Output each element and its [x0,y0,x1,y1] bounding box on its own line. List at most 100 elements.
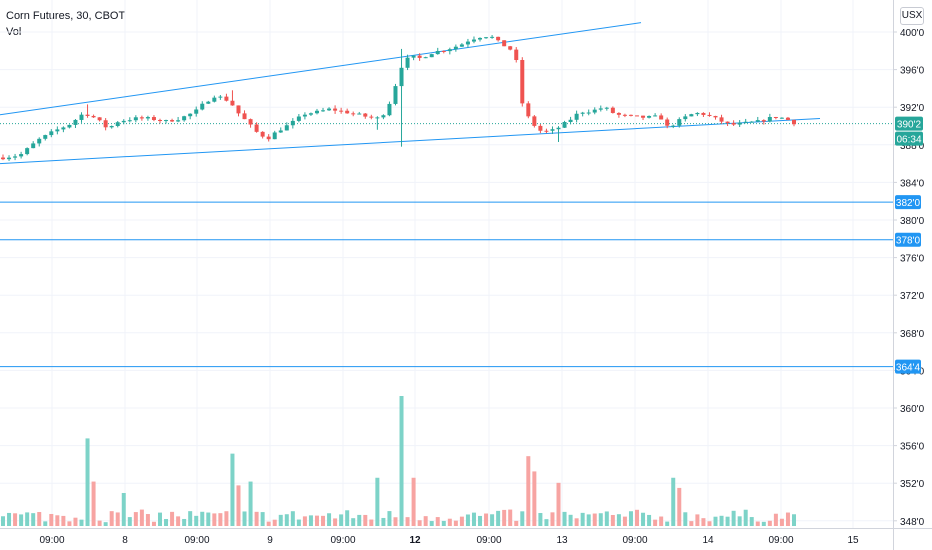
candle [121,119,126,125]
y-tick-label: 376'0 [900,254,925,265]
horizontal-level-tag: 382'0 [895,195,921,210]
candle [242,110,247,120]
candle [296,113,301,123]
volume-bar [278,514,283,526]
time-axis[interactable]: 09:00 8 09:00 9 09:00 12 09:00 13 09:00 14 09:00 15 [39,535,859,546]
volume-bar [345,510,350,526]
volume-bar [635,509,640,526]
horizontal-level-tag: 364'4 [895,359,921,374]
candle [526,101,531,119]
candle [375,116,380,130]
volume-bar [121,492,126,526]
volume-bar [641,512,646,526]
horizontal-level-tag: 378'0 [895,232,921,247]
volume-bar [115,512,120,526]
candle [248,118,253,128]
volume-bar [321,515,326,526]
x-tick-label: 09:00 [768,535,793,546]
y-tick-label: 352'0 [900,479,925,490]
volume-bar [520,511,525,526]
candle [308,112,313,117]
volume-bar [538,513,543,526]
volume-bar [749,517,754,526]
candle [429,53,434,58]
candle [67,124,72,129]
volume-bar [79,519,84,526]
candle [164,119,169,124]
volume-bar [423,516,428,526]
volume-bar [103,522,108,526]
candle [103,118,108,131]
volume-bar [327,513,332,526]
candle [502,40,507,47]
volume-bar [260,512,265,526]
candle [85,104,90,118]
candle [230,90,235,106]
candle [417,53,422,61]
candle [683,114,688,122]
volume-bar [405,517,410,526]
volume-bar [272,519,277,526]
volume-bar [55,515,60,526]
candle [314,108,319,115]
candle [478,37,483,42]
volume-bar [653,519,658,526]
volume-bar [755,521,760,526]
candle [701,112,706,117]
volume-bar [484,513,489,526]
candle [369,114,374,120]
currency-button[interactable]: USX [900,7,924,25]
volume-bar [683,512,688,526]
candle [659,113,664,120]
volume-bar [502,509,507,526]
volume-bar [779,518,784,526]
volume-bar [387,511,392,526]
y-tick-label: 384'0 [900,178,925,189]
volume-bar [574,518,579,526]
candle [139,115,144,121]
candle [151,115,156,122]
volume-bar [369,519,374,526]
volume-bar [622,516,627,526]
volume-bar [73,517,78,526]
candle [471,36,476,44]
candle [532,115,537,128]
volume-bar [164,519,169,526]
svg-text:364'4: 364'4 [896,363,921,374]
x-tick-label: 09:00 [476,535,501,546]
candle [544,128,549,134]
candle [707,112,712,117]
volume-bar [659,516,664,526]
candle [170,118,175,122]
volume-bar [43,521,48,526]
volume-bar [230,453,235,526]
channel-upper-trendline[interactable] [0,22,642,116]
candle [97,117,102,122]
candle [109,125,114,129]
candle [737,120,742,127]
candle [357,111,362,115]
candle [49,129,54,138]
candle [254,122,259,133]
volume-bar [85,438,90,526]
volume-bar [743,509,748,526]
candle [278,127,283,133]
price-axis[interactable]: 400'0 396'0 392'0 388'0 384'0 380'0 376'0 372'0… [893,28,925,528]
candle [695,112,700,117]
volume-bar [1,516,5,526]
volume-bar [212,513,217,526]
candle [435,47,440,55]
volume-bar [314,515,319,526]
candle [641,115,646,121]
volume-bar [194,515,199,526]
candle [731,120,736,127]
volume-bar [616,514,621,526]
candle [508,45,513,51]
candle [321,107,326,112]
volume-bar [586,514,591,526]
grid [0,0,893,528]
candle [580,111,585,117]
candle [490,35,495,39]
channel-lower-trendline[interactable] [0,117,821,165]
